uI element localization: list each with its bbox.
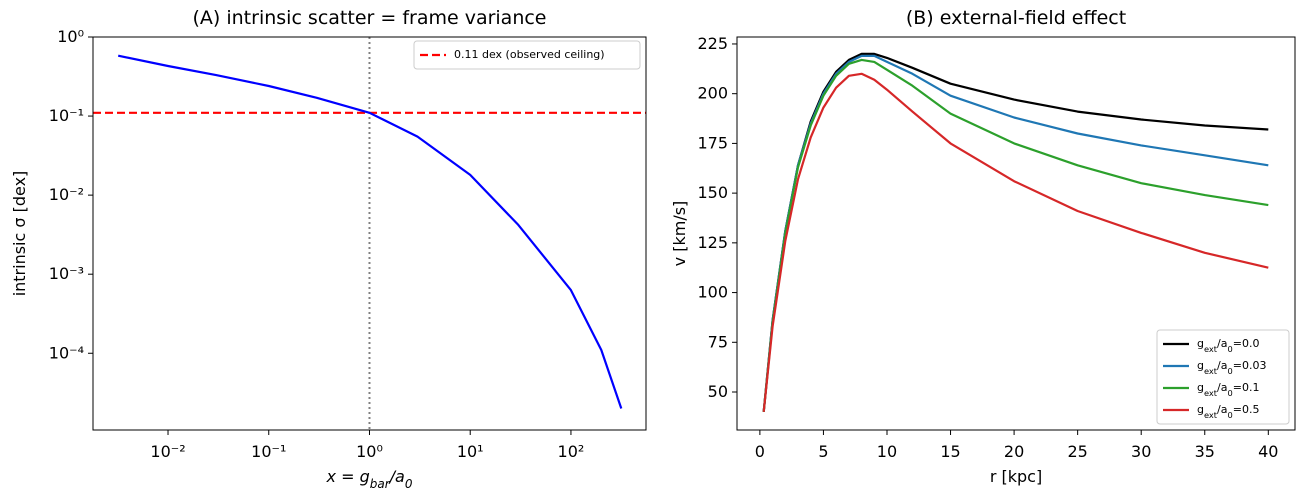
y-tick-label: 10⁰: [57, 27, 84, 46]
legend-label: gext/a0=0.5: [1197, 403, 1259, 420]
y-axis-label: v [km/s]: [670, 201, 689, 267]
y-tick-label: 150: [697, 183, 728, 202]
series-line: [762, 72, 1269, 413]
plot-frame: [736, 36, 1296, 431]
y-tick-label: 200: [697, 83, 728, 102]
legend-box: [413, 40, 641, 70]
series-line: [117, 54, 623, 409]
x-tick-label: 10¹: [457, 442, 484, 461]
x-tick-label: 25: [1067, 442, 1087, 461]
x-tick-label: 10⁻²: [150, 442, 185, 461]
legend-label: gext/a0=0.1: [1197, 381, 1259, 398]
x-tick-label: 30: [1131, 442, 1151, 461]
x-axis-label: r [kpc]: [990, 467, 1042, 486]
y-tick-label: 225: [697, 33, 728, 52]
legend-box: [1156, 329, 1290, 425]
x-tick-label: 35: [1195, 442, 1215, 461]
x-tick-label: 10: [877, 442, 897, 461]
series-line: [762, 58, 1269, 413]
y-tick-label: 50: [708, 382, 728, 401]
x-tick-label: 15: [940, 442, 960, 461]
legend-label: gext/a0=0.0: [1197, 337, 1259, 354]
x-tick-label: 40: [1258, 442, 1278, 461]
y-tick-label: 75: [708, 332, 728, 351]
x-tick-label: 10²: [558, 442, 585, 461]
y-tick-label: 10⁻¹: [49, 106, 84, 125]
y-axis-label: intrinsic σ [dex]: [10, 171, 29, 297]
chart-title: (A) intrinsic scatter = frame variance: [193, 7, 547, 29]
x-tick-label: 10⁰: [356, 442, 383, 461]
plot-frame: [92, 36, 647, 431]
x-axis-label: x = gbar/a0: [326, 467, 413, 491]
legend-label: 0.11 dex (observed ceiling): [454, 48, 605, 61]
x-tick-label: 20: [1004, 442, 1024, 461]
legend-label: gext/a0=0.03: [1197, 359, 1266, 376]
y-tick-label: 10⁻⁴: [49, 343, 84, 362]
y-tick-label: 10⁻²: [49, 185, 84, 204]
y-tick-label: 100: [697, 282, 728, 301]
y-tick-label: 125: [697, 232, 728, 251]
y-tick-label: 10⁻³: [49, 264, 84, 283]
chart-title: (B) external-field effect: [906, 7, 1126, 29]
x-tick-label: 10⁻¹: [251, 442, 286, 461]
x-tick-label: 5: [818, 442, 828, 461]
y-tick-label: 175: [697, 133, 728, 152]
x-tick-label: 0: [755, 442, 765, 461]
